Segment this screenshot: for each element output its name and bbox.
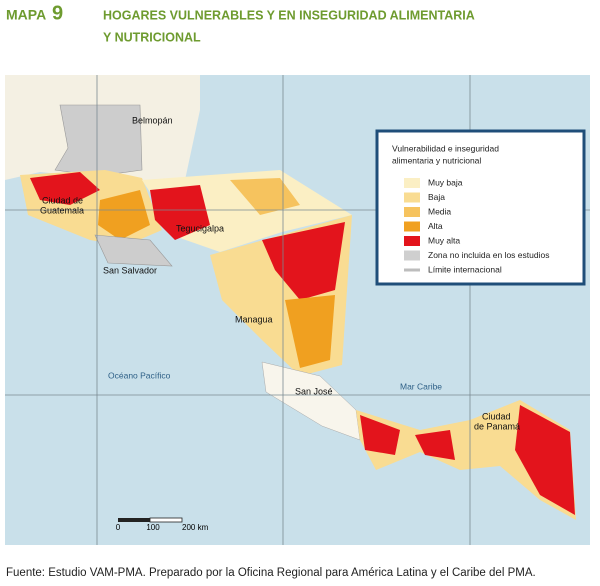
legend-label: Alta <box>428 221 443 231</box>
scale-label: 0 <box>116 523 121 532</box>
legend-swatch <box>404 178 420 188</box>
scale-label: 200 km <box>182 523 209 532</box>
legend-label: Límite internacional <box>428 264 502 274</box>
excluded-zone <box>94 234 173 267</box>
place-label: Ciudad <box>482 411 511 421</box>
scale-bar <box>118 518 150 522</box>
place-label: Guatemala <box>40 205 84 215</box>
place-label: San José <box>295 386 333 396</box>
legend: Vulnerabilidad e inseguridad alimentaria… <box>375 129 586 286</box>
zone-very-high <box>360 415 400 455</box>
zone-very-high <box>30 172 100 205</box>
map-label: MAPA <box>6 7 46 23</box>
place-label: de Panamá <box>474 421 520 431</box>
zone-high <box>98 190 150 240</box>
legend-label: Baja <box>428 192 445 202</box>
legend-swatch <box>404 207 420 217</box>
map-number: 9 <box>52 2 63 24</box>
legend-label: Muy alta <box>428 235 460 245</box>
legend-swatch <box>404 221 420 232</box>
zone-high <box>285 295 335 368</box>
water-label: Océano Pacífico <box>108 370 171 380</box>
legend-swatch <box>404 236 420 246</box>
legend-label: Muy baja <box>428 177 463 187</box>
zone-very-high <box>150 185 210 240</box>
source: Fuente: Estudio VAM-PMA. Preparado por l… <box>6 567 536 579</box>
legend-swatch <box>404 192 420 203</box>
excluded-zone <box>54 104 143 177</box>
legend-label: Zona no incluida en los estudios <box>428 250 549 260</box>
place-label: Tegucigalpa <box>176 223 224 233</box>
place-label: Managua <box>235 314 273 324</box>
legend-swatch <box>404 250 420 261</box>
title: Y NUTRICIONAL <box>103 30 201 44</box>
water-label: Mar Caribe <box>400 381 442 391</box>
zone-medium <box>230 178 300 215</box>
legend-title: Vulnerabilidad e inseguridad <box>392 143 499 153</box>
title: HOGARES VULNERABLES Y EN INSEGURIDAD ALI… <box>103 8 475 22</box>
place-label: Belmopán <box>132 115 173 125</box>
place-label: Ciudad de <box>42 195 83 205</box>
zone-very-high <box>415 430 455 460</box>
zone-very-high <box>515 405 575 515</box>
scale-label: 100 <box>146 523 160 532</box>
legend-label: Media <box>428 206 451 216</box>
legend-title: alimentaria y nutricional <box>392 155 481 165</box>
place-label: San Salvador <box>103 265 157 275</box>
scale-bar <box>149 517 183 523</box>
